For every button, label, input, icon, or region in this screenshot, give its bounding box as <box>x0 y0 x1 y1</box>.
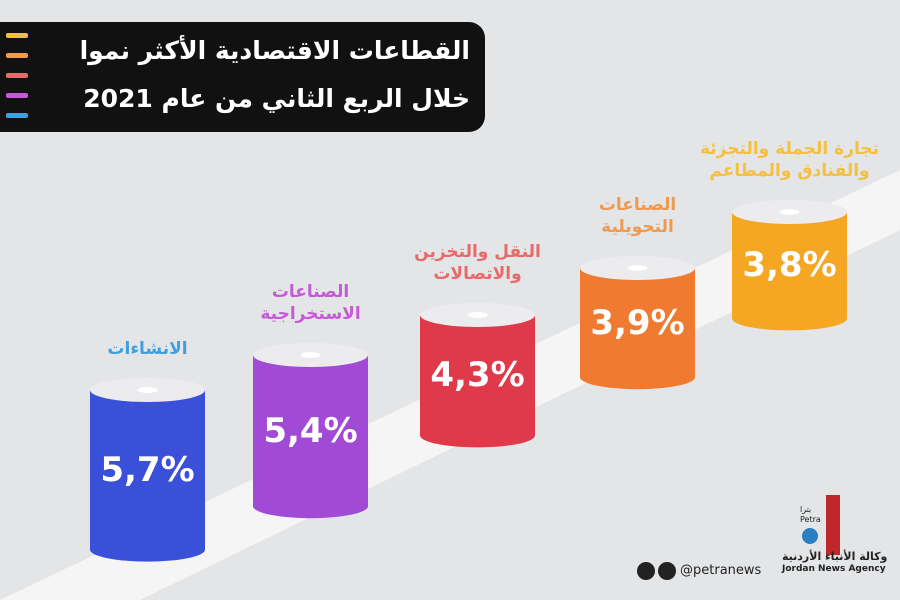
cylinder-hole <box>137 387 158 393</box>
cylinder <box>420 315 535 448</box>
dash <box>6 53 28 58</box>
dash <box>6 33 28 38</box>
dash <box>6 93 28 98</box>
brand-ar: بترا <box>800 505 812 514</box>
agency-ar: وكالة الأنباء الأردنية <box>782 550 888 563</box>
category-label: الصناعات الاستخراجية <box>260 282 361 324</box>
value-label: 5,7% <box>100 449 195 490</box>
title-box <box>0 22 485 132</box>
logo-globe <box>802 528 818 544</box>
value-label: 3,8% <box>742 245 837 286</box>
twitter-icon <box>658 562 676 580</box>
cylinder <box>732 212 847 331</box>
value-label: 5,4% <box>263 410 358 451</box>
facebook-icon <box>637 562 655 580</box>
category-label: الصناعات التحويلية <box>598 195 677 237</box>
handle: @petranews <box>680 563 762 578</box>
value-label: 3,9% <box>590 302 685 343</box>
logo-flag <box>826 495 840 555</box>
value-label: 4,3% <box>430 355 525 396</box>
agency-en: Jordan News Agency <box>782 564 886 574</box>
cylinder-hole <box>627 265 648 271</box>
cylinder-hole <box>467 312 488 318</box>
category-label: تجارة الجملة والتجزئة والفنادق والمطاعم <box>699 139 880 181</box>
dash <box>6 73 28 78</box>
cylinder <box>580 268 695 390</box>
dash <box>6 113 28 118</box>
title: القطاعات الاقتصادية الأكثر نموا <box>79 36 470 65</box>
title: خلال الربع الثاني من عام 2021 <box>83 84 470 113</box>
cylinder <box>253 355 368 519</box>
category-label: الانشاءات <box>107 339 188 359</box>
cylinder-hole <box>300 352 321 358</box>
category-label: النقل والتخزين والاتصالات <box>414 242 541 284</box>
cylinder <box>90 390 205 562</box>
brand-en: Petra <box>800 515 821 524</box>
cylinder-hole <box>779 209 800 215</box>
